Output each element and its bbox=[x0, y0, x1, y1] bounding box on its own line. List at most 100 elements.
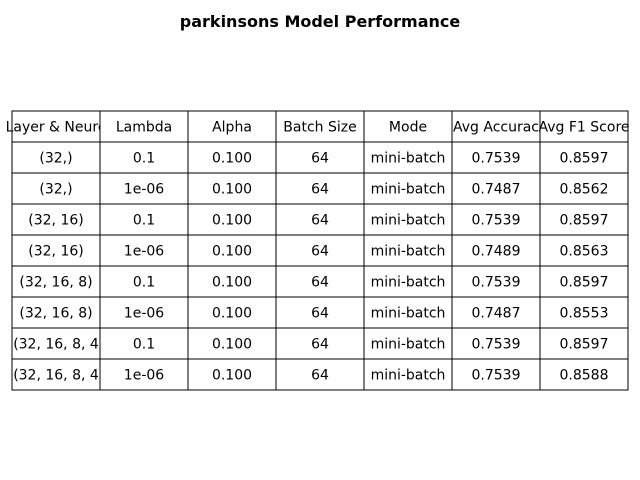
cell-text: mini-batch bbox=[371, 182, 446, 198]
cell-text: 0.8597 bbox=[560, 151, 609, 167]
cell-border bbox=[11, 234, 101, 267]
table-cell: 1e-06 bbox=[99, 296, 189, 329]
cell-border bbox=[363, 172, 453, 205]
table-cell: 0.1 bbox=[99, 141, 189, 174]
table-cell: 0.1 bbox=[99, 327, 189, 360]
table-cell: mini-batch bbox=[363, 265, 453, 298]
table-cell: mini-batch bbox=[363, 172, 453, 205]
table-cell: 0.100 bbox=[187, 358, 277, 391]
cell-border bbox=[11, 265, 101, 298]
cell-text: 0.7539 bbox=[472, 213, 521, 229]
cell-text: mini-batch bbox=[371, 244, 446, 260]
table-cell: 0.7487 bbox=[451, 172, 541, 205]
table-cell: 0.8563 bbox=[539, 234, 629, 267]
cell-border bbox=[539, 327, 629, 360]
cell-text: (32, 16) bbox=[28, 244, 83, 260]
cell-text: 0.100 bbox=[212, 337, 252, 353]
cell-text: 0.7539 bbox=[472, 337, 521, 353]
cell-border bbox=[363, 110, 453, 143]
cell-text: 0.100 bbox=[212, 244, 252, 260]
cell-border bbox=[275, 296, 365, 329]
cell-text: 0.100 bbox=[212, 213, 252, 229]
cell-border bbox=[275, 327, 365, 360]
cell-text: 1e-06 bbox=[124, 182, 164, 198]
table-cell: mini-batch bbox=[363, 358, 453, 391]
cell-text: (32,) bbox=[39, 151, 72, 167]
cell-text: (32, 16, 8, 4 bbox=[13, 368, 99, 384]
table-cell: 0.7539 bbox=[451, 203, 541, 236]
cell-border bbox=[11, 141, 101, 174]
cell-text: 0.1 bbox=[133, 337, 155, 353]
table-cell: 0.100 bbox=[187, 265, 277, 298]
cell-border bbox=[451, 327, 541, 360]
cell-text: 0.1 bbox=[133, 213, 155, 229]
cell-text: Avg F1 Score bbox=[539, 120, 630, 136]
table-cell: 64 bbox=[275, 265, 365, 298]
table-cell: 0.100 bbox=[187, 234, 277, 267]
cell-text: 0.7489 bbox=[472, 244, 521, 260]
table-cell: 0.8597 bbox=[539, 327, 629, 360]
cell-text: 1e-06 bbox=[124, 244, 164, 260]
cell-text: 64 bbox=[311, 337, 329, 353]
cell-border bbox=[275, 265, 365, 298]
header-cell: Layer & Neuro bbox=[6, 110, 107, 143]
cell-text: 0.7539 bbox=[472, 368, 521, 384]
table-cell: 1e-06 bbox=[99, 358, 189, 391]
cell-border bbox=[451, 265, 541, 298]
cell-border bbox=[539, 141, 629, 174]
cell-text: mini-batch bbox=[371, 213, 446, 229]
cell-text: 0.8563 bbox=[560, 244, 609, 260]
table-cell: (32, 16, 8) bbox=[11, 265, 101, 298]
cell-border bbox=[11, 296, 101, 329]
cell-border bbox=[451, 234, 541, 267]
table-cell: 0.100 bbox=[187, 296, 277, 329]
cell-text: 0.7539 bbox=[472, 151, 521, 167]
table-cell: 0.8597 bbox=[539, 265, 629, 298]
cell-text: 0.8562 bbox=[560, 182, 609, 198]
table-cell: (32,) bbox=[11, 141, 101, 174]
cell-text: (32, 16, 8) bbox=[19, 275, 92, 291]
table-cell: mini-batch bbox=[363, 296, 453, 329]
table-cell: 0.8597 bbox=[539, 203, 629, 236]
cell-text: (32,) bbox=[39, 182, 72, 198]
table-cell: 1e-06 bbox=[99, 172, 189, 205]
cell-border bbox=[99, 296, 189, 329]
cell-border bbox=[187, 234, 277, 267]
cell-text: Lambda bbox=[116, 120, 172, 136]
cell-text: (32, 16, 8) bbox=[19, 306, 92, 322]
cell-text: 0.8597 bbox=[560, 337, 609, 353]
cell-border bbox=[363, 141, 453, 174]
table-cell: 64 bbox=[275, 203, 365, 236]
table-cell: 0.100 bbox=[187, 327, 277, 360]
cell-text: 1e-06 bbox=[124, 306, 164, 322]
cell-text: Layer & Neuro bbox=[6, 120, 107, 136]
cell-border bbox=[275, 203, 365, 236]
cell-text: 0.8597 bbox=[560, 275, 609, 291]
table-cell: 0.100 bbox=[187, 172, 277, 205]
cell-text: 64 bbox=[311, 182, 329, 198]
cell-border bbox=[99, 358, 189, 391]
cell-border bbox=[187, 203, 277, 236]
cell-text: Batch Size bbox=[283, 120, 356, 136]
table-cell: (32, 16, 8) bbox=[11, 296, 101, 329]
cell-border bbox=[187, 265, 277, 298]
cell-border bbox=[539, 265, 629, 298]
table-cell: 64 bbox=[275, 327, 365, 360]
cell-border bbox=[11, 172, 101, 205]
cell-border bbox=[539, 296, 629, 329]
table-cell: 0.7489 bbox=[451, 234, 541, 267]
table-cell: 0.8553 bbox=[539, 296, 629, 329]
cell-text: 64 bbox=[311, 213, 329, 229]
table-cell: 64 bbox=[275, 141, 365, 174]
cell-border bbox=[187, 327, 277, 360]
table-cell: 0.7539 bbox=[451, 358, 541, 391]
cell-text: 0.100 bbox=[212, 306, 252, 322]
header-cell: Alpha bbox=[187, 110, 277, 143]
table-cell: 0.1 bbox=[99, 203, 189, 236]
cell-text: (32, 16, 8, 4 bbox=[13, 337, 99, 353]
table-cell: mini-batch bbox=[363, 203, 453, 236]
cell-text: 0.8553 bbox=[560, 306, 609, 322]
cell-border bbox=[451, 203, 541, 236]
table-cell: 64 bbox=[275, 234, 365, 267]
